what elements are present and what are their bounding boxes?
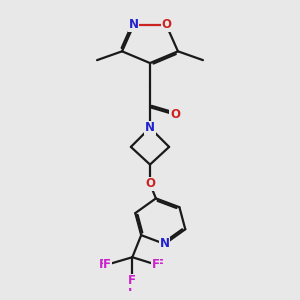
Text: F: F (156, 258, 164, 271)
Text: F: F (128, 281, 136, 294)
Text: O: O (170, 108, 180, 121)
Text: O: O (170, 108, 180, 121)
Text: N: N (160, 238, 170, 250)
Text: F: F (99, 258, 107, 271)
Text: N: N (145, 121, 155, 134)
Text: O: O (161, 18, 171, 31)
Text: O: O (145, 177, 155, 190)
Text: F: F (152, 258, 160, 271)
Text: O: O (145, 177, 155, 190)
Text: F: F (128, 274, 136, 287)
Text: N: N (129, 18, 139, 31)
Text: O: O (161, 18, 171, 31)
Text: N: N (129, 18, 139, 31)
Text: F: F (103, 258, 111, 271)
Text: N: N (145, 121, 155, 134)
Text: N: N (160, 238, 170, 250)
